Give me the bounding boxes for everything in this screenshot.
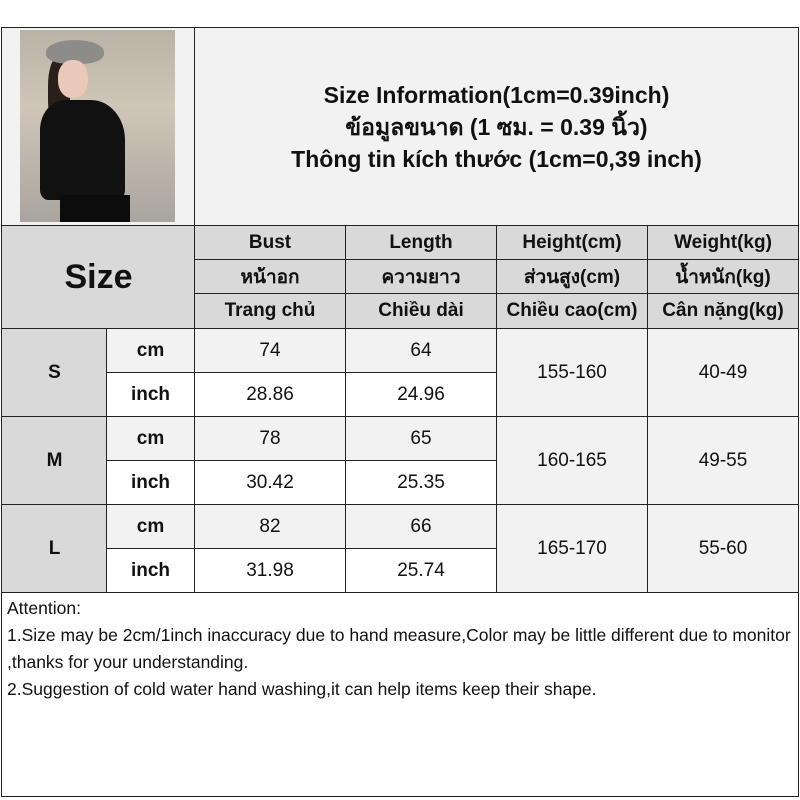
bust-cm: 78 (194, 416, 346, 461)
unit-cm-label: cm (106, 328, 195, 373)
column-header: Weight(kg) (647, 225, 799, 260)
length-cm: 66 (345, 504, 497, 549)
bust-inch: 31.98 (194, 548, 346, 593)
column-header: Length (345, 225, 497, 260)
header-line-en: Size Information(1cm=0.39inch) (323, 81, 670, 108)
unit-inch-label: inch (106, 372, 195, 417)
length-cm: 65 (345, 416, 497, 461)
column-header: หน้าอก (194, 259, 346, 294)
height-range: 165-170 (496, 504, 648, 593)
length-inch: 25.74 (345, 548, 497, 593)
header-line-vi: Thông tin kích thước (1cm=0,39 inch) (291, 145, 702, 172)
bust-inch: 30.42 (194, 460, 346, 505)
size-info-header: Size Information(1cm=0.39inch) ข้อมูลขนา… (194, 27, 799, 226)
column-header: น้ำหนัก(kg) (647, 259, 799, 294)
column-header: ความยาว (345, 259, 497, 294)
column-header: Chiều cao(cm) (496, 293, 648, 329)
attention-notes: Attention: 1.Size may be 2cm/1inch inacc… (1, 592, 799, 797)
weight-range: 40-49 (647, 328, 799, 417)
product-photo (20, 30, 175, 222)
unit-inch-label: inch (106, 460, 195, 505)
weight-range: 55-60 (647, 504, 799, 593)
bust-cm: 82 (194, 504, 346, 549)
attention-title: Attention: (7, 598, 81, 618)
unit-cm-label: cm (106, 504, 195, 549)
unit-cm-label: cm (106, 416, 195, 461)
unit-inch-label: inch (106, 548, 195, 593)
column-header: Height(cm) (496, 225, 648, 260)
column-header: ส่วนสูง(cm) (496, 259, 648, 294)
column-header: Bust (194, 225, 346, 260)
height-range: 160-165 (496, 416, 648, 505)
attention-line-1: 1.Size may be 2cm/1inch inaccuracy due t… (7, 625, 791, 672)
column-header: Trang chủ (194, 293, 346, 329)
header-line-th: ข้อมูลขนาด (1 ซม. = 0.39 นิ้ว) (345, 113, 648, 140)
height-range: 155-160 (496, 328, 648, 417)
size-label: M (1, 416, 108, 505)
length-inch: 24.96 (345, 372, 497, 417)
bust-cm: 74 (194, 328, 346, 373)
column-header: Chiều dài (345, 293, 497, 329)
length-cm: 64 (345, 328, 497, 373)
attention-line-2: 2.Suggestion of cold water hand washing,… (7, 679, 597, 699)
length-inch: 25.35 (345, 460, 497, 505)
size-label: L (1, 504, 108, 593)
column-header: Cân nặng(kg) (647, 293, 799, 329)
size-header: Size (1, 225, 196, 329)
bust-inch: 28.86 (194, 372, 346, 417)
size-label: S (1, 328, 108, 417)
weight-range: 49-55 (647, 416, 799, 505)
